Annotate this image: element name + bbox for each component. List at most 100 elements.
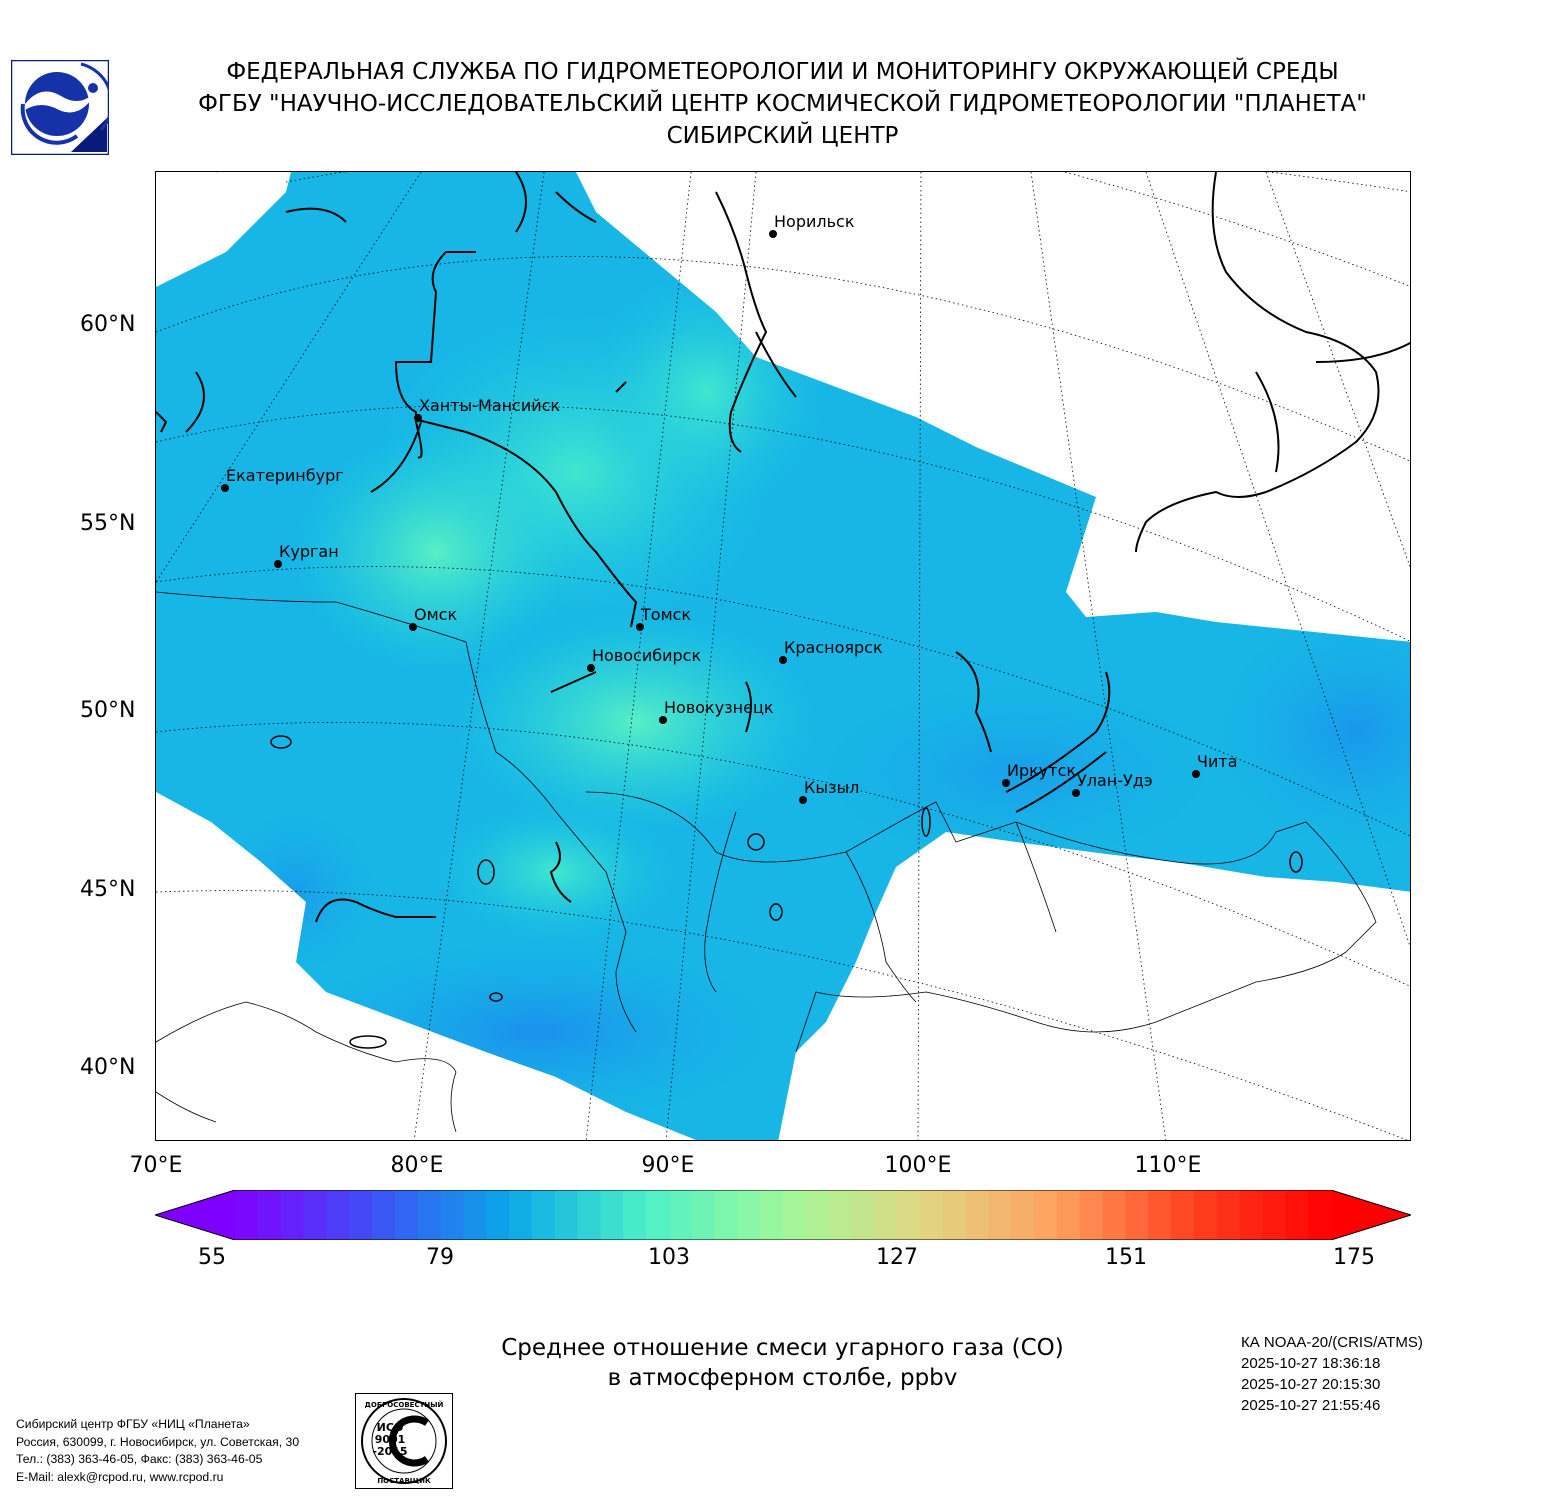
lon-label-70: 70°E	[129, 1153, 183, 1178]
colorbar-cell	[1216, 1190, 1241, 1240]
lat-label-45: 45°N	[80, 877, 136, 902]
city-dot	[636, 623, 644, 631]
colorbar-cell	[1239, 1190, 1264, 1240]
city-label: Красноярск	[784, 638, 883, 657]
colorbar-cell	[531, 1190, 556, 1240]
city-label: Чита	[1197, 752, 1238, 771]
iso-badge-line1: ИСО	[377, 1421, 404, 1434]
iso-badge-top: ДОБРОСОВЕСТНЫЙ	[365, 1400, 444, 1409]
colorbar-cell	[463, 1190, 487, 1240]
lon-label-90: 90°E	[641, 1153, 695, 1178]
satellite-info: КА NOAA-20/(CRIS/ATMS) 2025-10-27 18:36:…	[1241, 1332, 1423, 1416]
header-line-1: ФЕДЕРАЛЬНАЯ СЛУЖБА ПО ГИДРОМЕТЕОРОЛОГИИ …	[226, 59, 1339, 85]
colorbar-tick-103: 103	[648, 1245, 690, 1270]
city-label: Новосибирск	[592, 646, 702, 665]
lon-label-100: 100°E	[884, 1153, 952, 1178]
city-dot	[274, 560, 282, 568]
colorbar-cell	[897, 1190, 921, 1240]
colorbar-cell	[942, 1190, 967, 1240]
colorbar-cell	[1102, 1190, 1127, 1240]
contact-line-3: Тел.: (383) 363-46-05, Факс: (383) 363-4…	[16, 1452, 263, 1466]
colorbar-cell	[577, 1190, 601, 1240]
lon-label-80: 80°E	[390, 1153, 444, 1178]
lon-label-110: 110°E	[1134, 1153, 1202, 1178]
city-label: Омск	[414, 605, 458, 624]
colorbar-cell	[1057, 1190, 1081, 1240]
iso-badge-line2: 9001	[375, 1433, 406, 1446]
contact-line-4: E-Mail: alexk@rcpod.ru, www.rcpod.ru	[16, 1469, 224, 1484]
city-label: Екатеринбург	[226, 466, 344, 485]
colorbar-cell	[1194, 1190, 1218, 1240]
city-dot	[769, 230, 777, 238]
header-line-2: ФГБУ "НАУЧНО-ИССЛЕДОВАТЕЛЬСКИЙ ЦЕНТР КОС…	[198, 91, 1367, 117]
colorbar-cell	[417, 1190, 442, 1240]
colorbar-cell	[1171, 1190, 1195, 1240]
map-panel	[155, 171, 1411, 1141]
header-line-3: СИБИРСКИЙ ЦЕНТР	[666, 123, 899, 149]
lat-label-55: 55°N	[80, 511, 136, 536]
colorbar-cell	[1079, 1190, 1104, 1240]
colorbar-cell	[965, 1190, 990, 1240]
colorbar-tick-55: 55	[198, 1245, 226, 1270]
city-dot	[1192, 770, 1200, 778]
colorbar-tick-127: 127	[876, 1245, 918, 1270]
lat-label-60: 60°N	[80, 312, 136, 337]
contact-line-2: Россия, 630099, г. Новосибирск, ул. Сове…	[16, 1434, 300, 1449]
colorbar-cell	[235, 1190, 259, 1240]
iso-badge-bottom: ПОСТАВЩИК	[377, 1477, 431, 1485]
colorbar-cell	[920, 1190, 944, 1240]
caption-line-2: в атмосферном столбе, ppbv	[607, 1365, 958, 1391]
colorbar-cell	[783, 1190, 807, 1240]
iso-badge: ДОБРОСОВЕСТНЫЙ ИСО 9001 -2015 ПОСТАВЩИК	[355, 1393, 453, 1489]
lat-label-50: 50°N	[80, 698, 136, 723]
colorbar-cell	[257, 1190, 282, 1240]
caption-line-1: Среднее отношение смеси угарного газа (C…	[501, 1335, 1064, 1361]
colorbar-cell	[828, 1190, 853, 1240]
colorbar-cell	[874, 1190, 898, 1240]
colorbar-cell	[440, 1190, 464, 1240]
city-label: Томск	[641, 605, 692, 624]
city-label: Норильск	[774, 212, 855, 231]
colorbar-cell	[1148, 1190, 1172, 1240]
colorbar-cell	[1125, 1190, 1149, 1240]
city-label: Курган	[279, 542, 339, 561]
colorbar-cell	[1262, 1190, 1286, 1240]
colorbar-cell	[691, 1190, 716, 1240]
contact-line-1: Сибирский центр ФГБУ «НИЦ «Планета»	[16, 1417, 250, 1431]
colorbar-cell	[1034, 1190, 1058, 1240]
colorbar-cell	[646, 1190, 670, 1240]
colorbar-tick-175: 175	[1333, 1245, 1375, 1270]
planeta-logo-icon	[10, 59, 114, 156]
borders	[156, 591, 1377, 1133]
contact-info: Сибирский центр ФГБУ «НИЦ «Планета» Росс…	[16, 1416, 299, 1486]
colorbar-cell	[988, 1190, 1012, 1240]
pass-time-3: 2025-10-27 21:55:46	[1241, 1397, 1381, 1414]
city-label: Новокузнецк	[664, 698, 774, 717]
city-dot	[659, 716, 667, 724]
city-label: Улан-Удэ	[1077, 771, 1153, 790]
city-dot	[409, 623, 417, 631]
colorbar-cell	[668, 1190, 693, 1240]
colorbar	[153, 1189, 1413, 1241]
city-dot	[414, 414, 422, 422]
colorbar-cell	[760, 1190, 784, 1240]
colorbar-cell	[280, 1190, 305, 1240]
colorbar-cell	[554, 1190, 579, 1240]
pass-time-2: 2025-10-27 20:15:30	[1241, 1376, 1381, 1393]
pass-time-1: 2025-10-27 18:36:18	[1241, 1355, 1381, 1372]
city-label: Кызыл	[804, 778, 860, 797]
colorbar-cell	[326, 1190, 350, 1240]
colorbar-cell	[851, 1190, 875, 1240]
colorbar-cell	[714, 1190, 738, 1240]
iso-badge-line3: -2015	[372, 1445, 407, 1458]
city-dot	[587, 664, 595, 672]
city-label: Ханты-Мансийск	[419, 396, 561, 415]
colorbar-cell	[372, 1190, 396, 1240]
map-canvas	[156, 172, 1410, 1140]
city-dot	[1002, 779, 1010, 787]
city-dot	[799, 796, 807, 804]
colorbar-cell	[303, 1190, 327, 1240]
colorbar-cell	[1285, 1190, 1309, 1240]
colorbar-cell	[349, 1190, 373, 1240]
colorbar-cell	[623, 1190, 647, 1240]
